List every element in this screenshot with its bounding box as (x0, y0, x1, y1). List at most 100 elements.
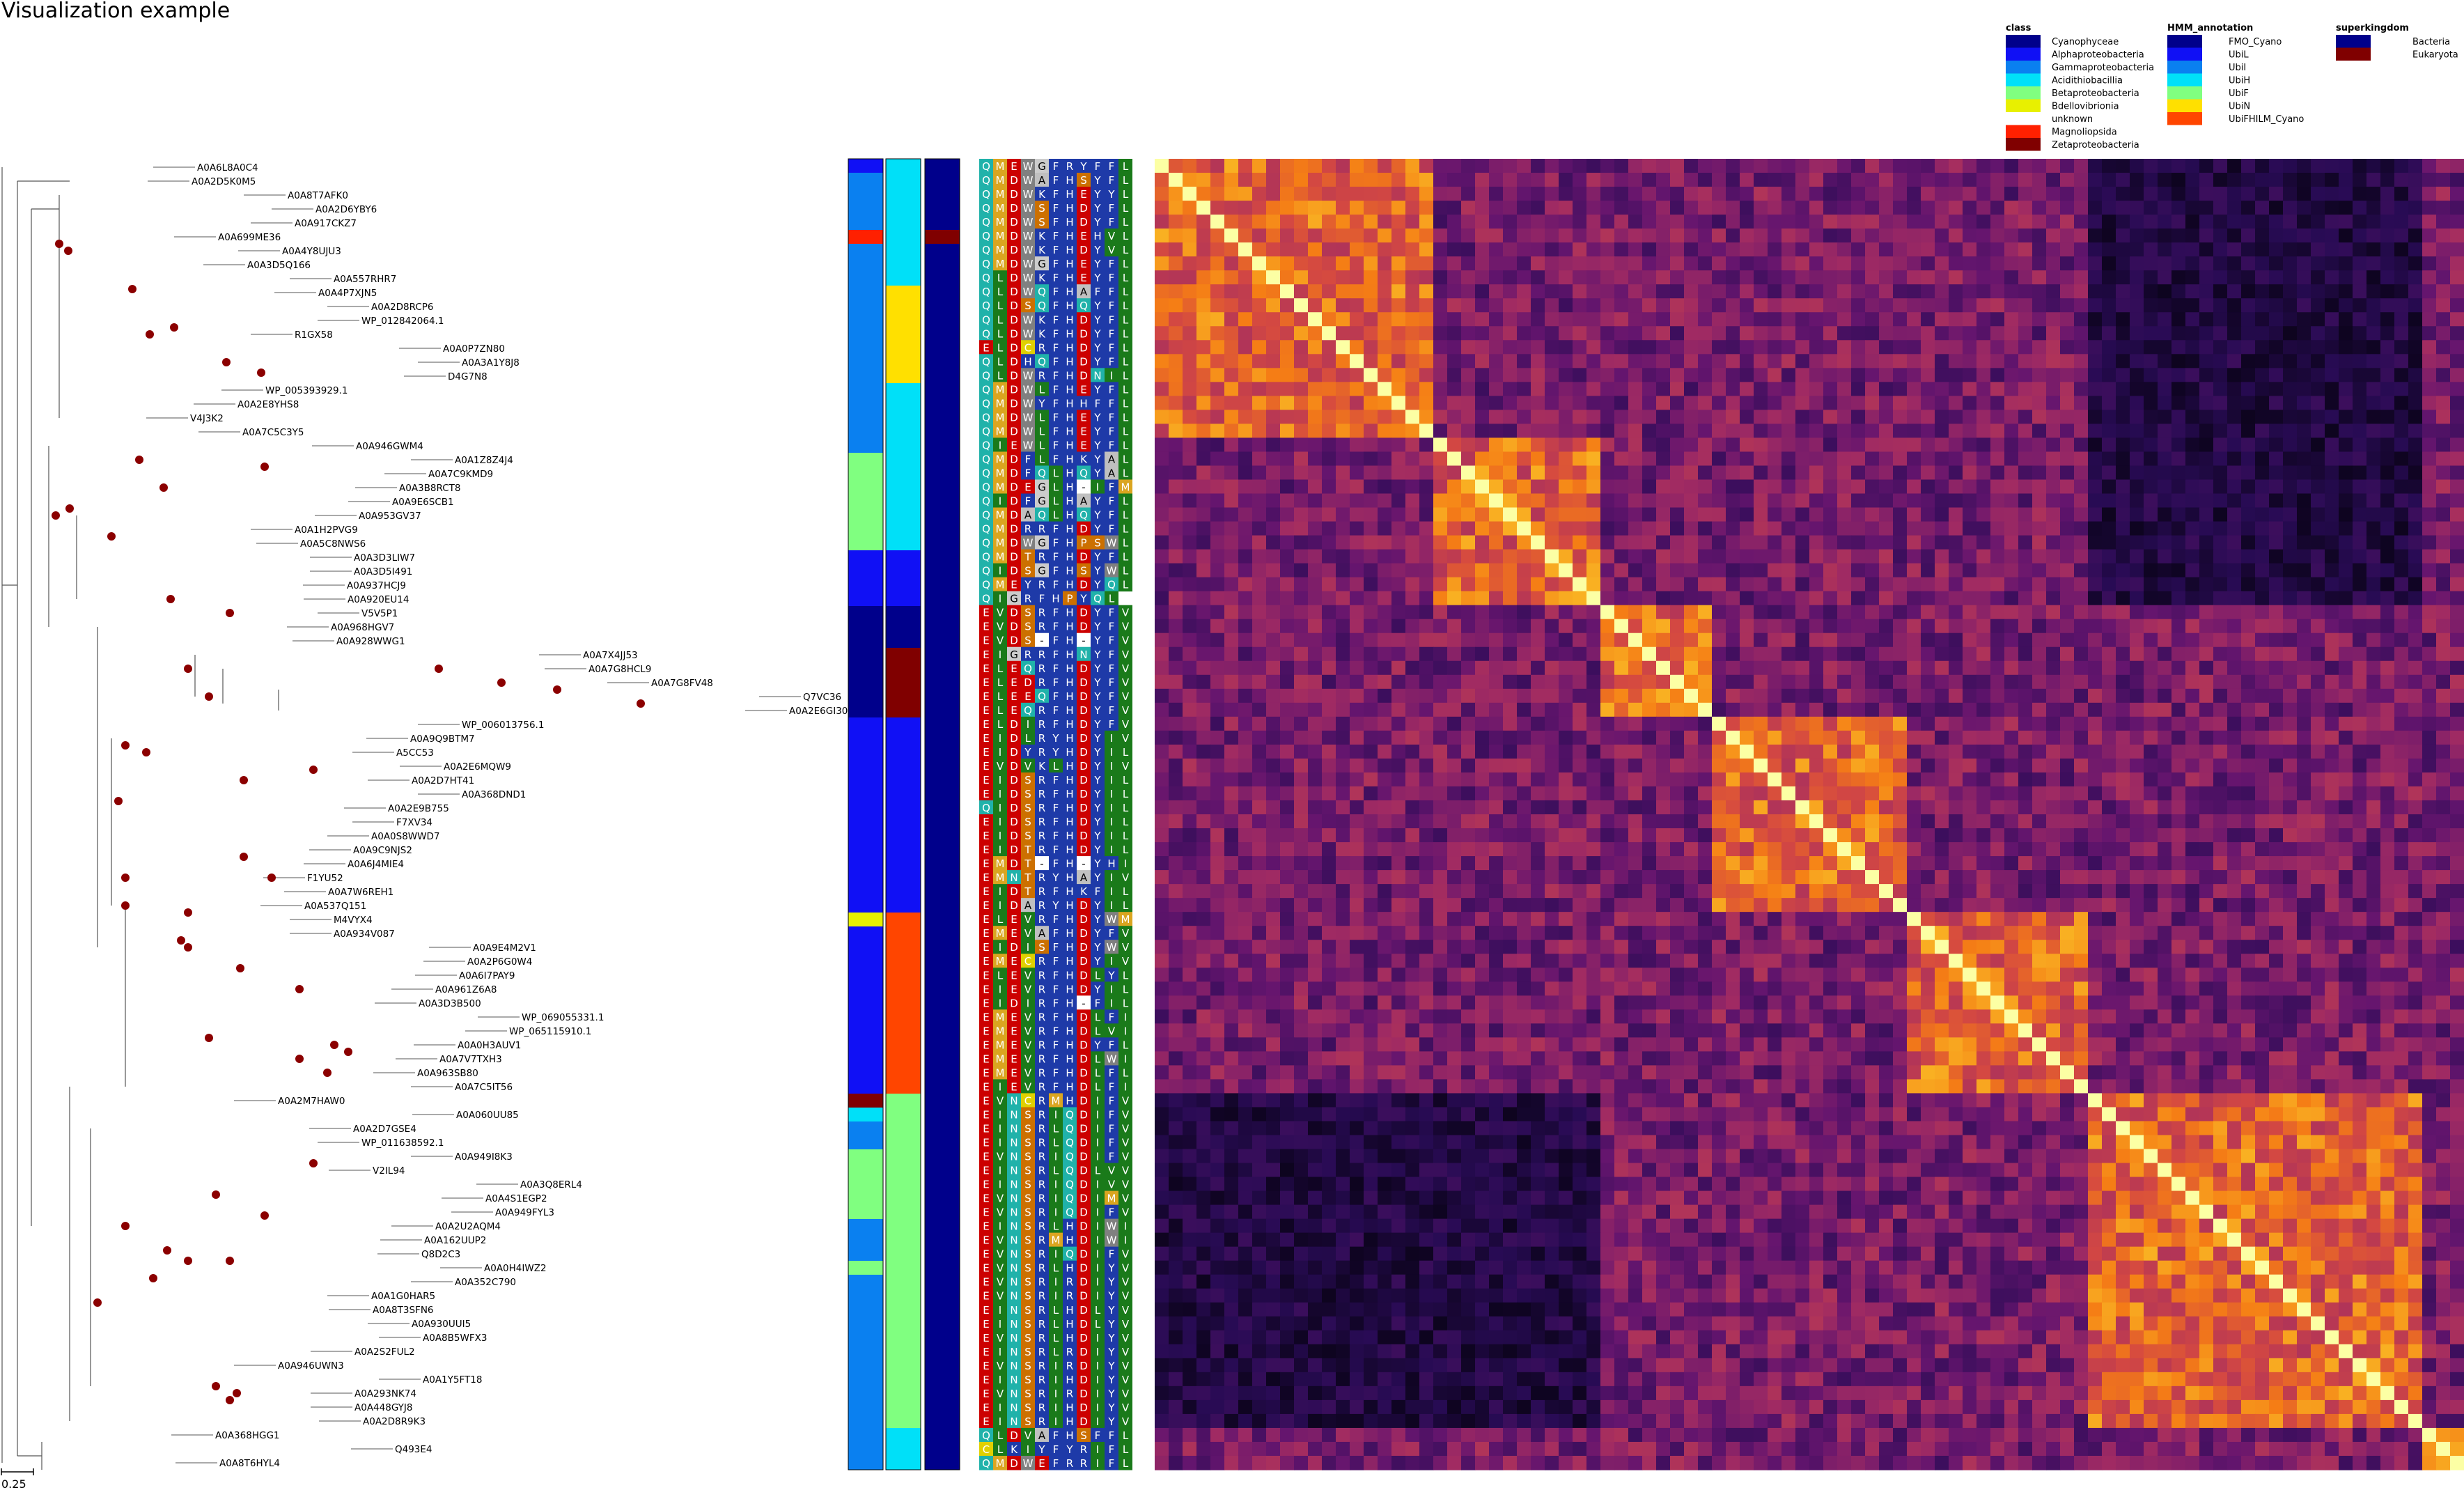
msa-residue: E (983, 1193, 989, 1205)
msa-residue: F (1053, 816, 1059, 828)
msa-residue: L (1123, 202, 1129, 215)
msa-residue: D (1010, 453, 1018, 465)
hmm-track (885, 158, 921, 1470)
msa-residue: F (1053, 537, 1059, 550)
msa-residue: L (1123, 272, 1129, 284)
msa-residue: L (1123, 844, 1129, 856)
msa-residue: N (1010, 1388, 1017, 1400)
legend-swatch (2006, 125, 2041, 138)
msa-residue: - (1082, 997, 1085, 1009)
legend-swatch (2336, 35, 2371, 48)
msa-residue: R (1066, 1276, 1073, 1289)
msa-residue: V (1122, 1415, 1130, 1428)
msa-residue: L (997, 355, 1004, 368)
msa-residue: Y (1093, 174, 1101, 187)
msa-residue: L (1123, 188, 1129, 201)
msa-residue: H (1066, 174, 1073, 187)
msa-residue: W (1107, 565, 1117, 577)
track-band (886, 1094, 921, 1428)
msa-residue: Y (1093, 607, 1101, 619)
msa-residue: D (1079, 732, 1088, 745)
msa-residue: - (1040, 635, 1043, 647)
track-band (848, 244, 883, 453)
msa-residue: S (1024, 774, 1031, 786)
tree-node-marker (135, 456, 143, 464)
msa-residue: F (1053, 1429, 1059, 1442)
msa-residue: S (1024, 788, 1031, 800)
msa-residue: V (997, 1332, 1004, 1344)
legend-label: Acidithiobacillia (2052, 76, 2123, 86)
leaf-label: A0A7W6REH1 (328, 887, 393, 898)
msa-residue: I (1096, 1122, 1099, 1135)
msa-residue: Q (982, 160, 990, 173)
msa-residue: I (999, 997, 1001, 1009)
leaf-label: A0A2D6YBY6 (315, 204, 377, 215)
msa-residue: Y (1107, 1374, 1115, 1386)
msa-residue: E (983, 830, 989, 842)
msa-residue: H (1066, 565, 1073, 577)
msa-residue: V (1122, 718, 1130, 731)
msa-residue: F (1109, 1429, 1115, 1442)
msa-residue: Q (1038, 286, 1046, 298)
msa-residue: M (1107, 1193, 1116, 1205)
msa-residue: Q (982, 551, 990, 564)
tree-node-marker (177, 936, 185, 945)
track-band (848, 926, 883, 1094)
msa-residue: L (1123, 327, 1129, 340)
track-band (848, 550, 883, 606)
msa-residue: T (1024, 551, 1031, 564)
msa-residue: Y (1107, 1415, 1115, 1428)
msa-residue: F (1053, 788, 1059, 800)
tree-node-marker (159, 483, 168, 492)
msa-residue: I (1054, 1276, 1057, 1289)
msa-residue: F (1109, 1011, 1115, 1023)
msa-residue: G (1038, 565, 1046, 577)
msa-residue: Y (1093, 579, 1101, 591)
msa-residue: E (983, 857, 989, 870)
msa-residue: F (1053, 160, 1059, 173)
msa-residue: D (1010, 495, 1018, 508)
msa-residue: E (983, 1122, 989, 1135)
leaf-label: A0A3B8RCT8 (399, 483, 460, 494)
track-band (848, 1428, 883, 1470)
msa-residue: D (1010, 467, 1018, 479)
msa-residue: I (1110, 788, 1113, 800)
msa-residue: F (1053, 174, 1059, 187)
msa-residue: R (1038, 913, 1045, 926)
msa-residue: D (1010, 313, 1018, 326)
msa-residue: D (1079, 1290, 1088, 1303)
tree-node-marker (226, 1396, 234, 1404)
msa-residue: R (1038, 997, 1045, 1009)
leaf-label: A0A699ME36 (218, 232, 281, 243)
msa-residue: C (1024, 1094, 1031, 1107)
leaf-label: A0A7V7TXH3 (439, 1054, 502, 1065)
msa-residue: P (1080, 537, 1086, 550)
msa-residue: H (1066, 704, 1073, 717)
msa-residue: V (997, 760, 1004, 773)
msa-residue: F (1109, 481, 1115, 494)
tree-node-marker (637, 699, 645, 708)
msa-residue: F (1053, 397, 1059, 410)
msa-residue: Y (1052, 732, 1059, 745)
msa-residue: F (1053, 941, 1059, 954)
msa-residue: N (1010, 1402, 1017, 1414)
msa-residue: H (1066, 383, 1073, 396)
msa-residue: L (1123, 1039, 1129, 1051)
msa-residue: E (983, 1108, 989, 1121)
msa-residue: L (1025, 732, 1031, 745)
msa-residue: F (1053, 327, 1059, 340)
tree-node-marker (52, 511, 60, 520)
leaf-label: A0A3D5I491 (354, 566, 412, 577)
leaf-label: A0A3D3LIW7 (354, 552, 415, 564)
msa-residue: L (997, 704, 1004, 717)
msa-residue: F (1053, 1457, 1059, 1470)
msa-residue: S (1038, 941, 1045, 954)
msa-residue: F (1109, 927, 1115, 940)
msa-residue: E (1080, 272, 1086, 284)
msa-residue: D (1010, 899, 1018, 912)
msa-residue: F (1053, 649, 1059, 661)
msa-residue: E (983, 1304, 989, 1317)
msa-residue: V (1024, 913, 1032, 926)
msa-residue: N (1010, 1248, 1017, 1261)
msa-residue: D (1079, 718, 1088, 731)
